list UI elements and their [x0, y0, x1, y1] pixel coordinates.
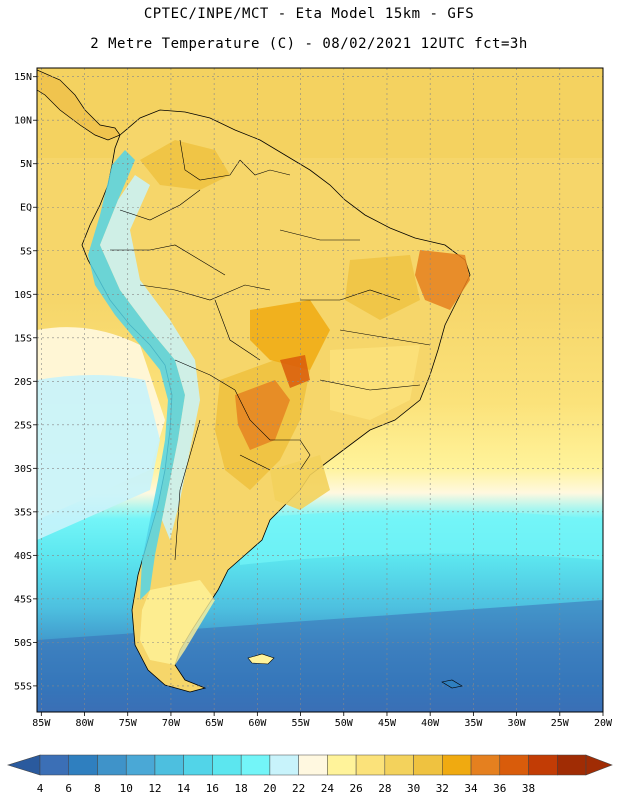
colorbar-tick-label: 14 — [177, 782, 191, 795]
colorbar-segment — [470, 754, 501, 776]
colorbar-segment — [154, 754, 184, 776]
colorbar-tick-label: 20 — [263, 782, 276, 795]
latitude-label: 35S — [14, 507, 32, 518]
longitude-label: 85W — [32, 718, 51, 729]
patagonia-cool — [140, 580, 215, 665]
graticule — [37, 68, 603, 712]
latitude-labels: 15N 10N 5N EQ 5S 10S 15S 20S 25S 30S 35S 40S 45S 50S 5… — [14, 72, 37, 692]
latitude-label: EQ — [20, 203, 32, 214]
chaco-core-hot — [235, 380, 290, 450]
colorbar-segment — [240, 754, 271, 776]
longitude-label: 35W — [464, 718, 483, 729]
colorbar-segment — [97, 754, 127, 776]
colorbar-tick-label: 18 — [235, 782, 248, 795]
country-borders — [110, 139, 431, 561]
longitude-label: 45W — [378, 718, 397, 729]
colorbar-segment — [442, 754, 472, 776]
longitude-label: 30W — [508, 718, 527, 729]
latitude-label: 50S — [14, 638, 32, 649]
colorbar-tick-label: 38 — [522, 782, 535, 795]
chart-subtitle: 2 Metre Temperature (C) - 08/02/2021 12U… — [90, 36, 528, 52]
latitude-label: 5S — [20, 246, 32, 257]
northeast-brazil-hot — [415, 250, 470, 310]
latitude-label: 15S — [14, 333, 32, 344]
south-georgia-island — [441, 679, 463, 689]
colorbar-segment — [528, 754, 558, 776]
longitude-label: 65W — [205, 718, 224, 729]
colorbar-tick-label: 16 — [206, 782, 219, 795]
colorbar-tick-label: 32 — [436, 782, 449, 795]
uruguay-warm — [270, 455, 330, 510]
pantanal-hot-spot — [280, 355, 310, 388]
longitude-label: 80W — [75, 718, 94, 729]
colorbar-low-arrow — [6, 754, 41, 776]
colorbar-tick-label: 6 — [65, 782, 72, 795]
south-atlantic-band — [240, 510, 603, 565]
central-america — [37, 69, 121, 141]
venezuela-warm — [140, 140, 230, 190]
colorbar-tick-label: 8 — [94, 782, 101, 795]
longitude-label: 75W — [119, 718, 138, 729]
colorbar-tick-label: 36 — [493, 782, 506, 795]
colorbar-tick-label: 12 — [148, 782, 161, 795]
colorbar-tick-label: 28 — [378, 782, 391, 795]
mato-grosso-hot — [250, 300, 330, 370]
colorbar-segment — [557, 754, 587, 776]
colorbar-tick-label: 24 — [321, 782, 335, 795]
longitude-label: 20W — [594, 718, 613, 729]
colorbar-segment — [269, 754, 299, 776]
colorbar-segment — [68, 754, 98, 776]
colorbar-high-arrow — [585, 754, 613, 776]
latitude-label: 45S — [14, 594, 32, 605]
latitude-label: 10N — [14, 116, 32, 127]
latitude-label: 5N — [20, 159, 32, 170]
colorbar-segment — [125, 754, 156, 776]
colorbar-tick-label: 30 — [407, 782, 420, 795]
colorbar-segment — [298, 754, 328, 776]
latitude-label: 10S — [14, 290, 32, 301]
colorbar-tick-label: 26 — [349, 782, 362, 795]
colorbar-tick-label: 22 — [292, 782, 305, 795]
longitude-labels: 85W 80W 75W 70W 65W 60W 55W 50W 45W 40W 35W 30W 25W 2… — [32, 712, 613, 729]
andes-cold-strip — [88, 150, 185, 600]
colorbar-segment — [384, 754, 414, 776]
latitude-label: 25S — [14, 420, 32, 431]
latitude-label: 20S — [14, 377, 32, 388]
pacific-cold-water — [37, 375, 160, 540]
map-frame — [36, 67, 604, 713]
andes-mild-strip — [100, 175, 200, 540]
colorbar-tick-label: 34 — [464, 782, 478, 795]
longitude-label: 50W — [335, 718, 354, 729]
longitude-label: 70W — [162, 718, 181, 729]
chart-title: CPTEC/INPE/MCT - Eta Model 15km - GFS — [143, 6, 475, 22]
longitude-label: 25W — [551, 718, 570, 729]
latitude-label: 30S — [14, 464, 32, 475]
latitude-label: 40S — [14, 551, 32, 562]
colorbar-segment — [499, 754, 529, 776]
latitude-label: 15N — [14, 72, 32, 83]
longitude-label: 40W — [421, 718, 440, 729]
falkland-islands — [247, 653, 275, 665]
colorbar-tick-label: 4 — [37, 782, 44, 795]
colorbar-segment — [413, 754, 443, 776]
colorbar-segment — [183, 754, 213, 776]
latitude-label: 55S — [14, 681, 32, 692]
colorbar-segment — [212, 754, 242, 776]
longitude-label: 60W — [248, 718, 267, 729]
colorbar-segment — [327, 754, 357, 776]
longitude-label: 55W — [292, 718, 311, 729]
colorbar: 4 6 8 10 12 14 16 18 20 22 24 26 28 30 32 34 36 38 — [6, 754, 613, 795]
southeast-mild — [330, 345, 420, 420]
colorbar-tick-label: 10 — [120, 782, 133, 795]
colorbar-segment — [355, 754, 386, 776]
colorbar-segment — [39, 754, 69, 776]
piaui-warm — [345, 255, 420, 320]
